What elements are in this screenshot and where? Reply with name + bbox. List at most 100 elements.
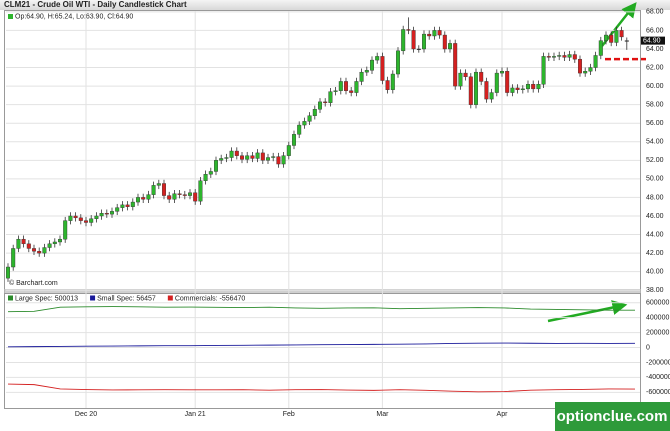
legend-label: Large Spec: 500013 — [15, 295, 78, 302]
candle-body — [219, 158, 224, 161]
candle-body — [37, 251, 42, 254]
candle-body — [572, 54, 577, 60]
candle-body — [562, 55, 567, 58]
y-tick-label: 44.00 — [646, 231, 664, 238]
candle-body — [359, 71, 364, 82]
x-tick-label: Jan 21 — [185, 411, 206, 418]
y-tick-label: 54.00 — [646, 139, 664, 146]
candle-body — [156, 183, 161, 186]
candle-body — [224, 157, 229, 159]
y-tick-label: 600000 — [646, 300, 669, 307]
candle-body — [500, 71, 505, 74]
candle-body — [276, 156, 281, 165]
candle-body — [32, 248, 37, 252]
series-line — [7, 383, 636, 393]
candle-body — [364, 70, 369, 73]
y-tick-label: 60.00 — [646, 83, 664, 90]
candle-body — [208, 171, 213, 175]
candle-body — [63, 220, 68, 240]
candle-body — [141, 197, 146, 200]
candle-body — [161, 183, 166, 196]
candle-body — [182, 194, 187, 196]
candle-body — [557, 55, 562, 57]
candle-body — [229, 150, 234, 158]
series-line — [7, 306, 636, 313]
candle-body — [505, 71, 510, 93]
annotation-arrow — [547, 300, 628, 323]
candle-body — [94, 215, 99, 219]
candle-body — [271, 156, 276, 158]
panel-divider — [4, 289, 641, 293]
candle-body — [297, 124, 302, 135]
candle-body — [239, 155, 244, 160]
candle-body — [266, 157, 271, 161]
watermark: optionclue.com — [557, 408, 668, 425]
y-tick-label: 0 — [646, 344, 650, 351]
watermark-box — [555, 402, 670, 431]
candle-body — [58, 238, 63, 243]
candle-body — [344, 81, 349, 91]
candle-body — [552, 56, 557, 58]
candle-body — [437, 30, 442, 36]
candle-body — [68, 215, 73, 221]
candle-body — [307, 115, 312, 122]
candle-body — [567, 54, 572, 58]
candle-body — [83, 220, 88, 223]
y-tick-label: 68.00 — [646, 9, 664, 16]
candle-body — [479, 71, 484, 82]
title-bar — [0, 0, 670, 10]
candle-body — [411, 30, 416, 50]
candle-body — [120, 204, 125, 208]
y-tick-label: 40.00 — [646, 269, 664, 276]
candle-body — [16, 238, 21, 249]
candle-body — [151, 185, 156, 195]
y-tick-label: -200000 — [646, 359, 670, 366]
candle-body — [474, 71, 479, 105]
candle-body — [167, 195, 172, 200]
candle-body — [187, 192, 192, 196]
candle-body — [245, 155, 250, 160]
y-tick-label: 58.00 — [646, 101, 664, 108]
series-line — [7, 342, 636, 348]
candle-body — [333, 90, 338, 92]
legend-swatch — [90, 295, 96, 301]
candle-body — [115, 207, 120, 212]
plot: Dec 20 Jan 21 Feb Mar Apr 38.00 40.00 42.00 44.0… — [5, 9, 670, 418]
candle-body — [598, 40, 603, 56]
candle-body — [213, 160, 218, 172]
candle-body — [380, 56, 385, 81]
candle-body — [302, 121, 307, 126]
legend-label: Small Spec: 56457 — [97, 295, 156, 302]
candle-body — [318, 101, 323, 110]
candle-body — [130, 201, 135, 207]
candle-body — [349, 90, 354, 93]
candle-body — [604, 34, 609, 41]
candle-body — [203, 174, 208, 181]
legend-swatch — [8, 14, 13, 19]
ohlc-legend: Op:64.90, H:65.24, Lo:63.90, Cl:64.90 — [15, 13, 133, 20]
candle-body — [375, 56, 380, 61]
candle-body — [260, 152, 265, 161]
candle-body — [193, 192, 198, 202]
legend-label: Commercials: -556470 — [175, 295, 246, 302]
candle-body — [536, 84, 541, 90]
candle-body — [494, 72, 499, 93]
candle-body — [546, 56, 551, 58]
candle-body — [624, 40, 629, 42]
candle-body — [448, 43, 453, 50]
candle-body — [390, 73, 395, 90]
candle-body — [593, 55, 598, 68]
candle-body — [406, 29, 411, 31]
candle-body — [146, 194, 151, 200]
candle-body — [172, 193, 177, 200]
y-tick-label: 200000 — [646, 329, 669, 336]
candle-body — [515, 87, 520, 90]
candle-body — [489, 92, 494, 100]
candle-body — [255, 152, 260, 159]
candle-body — [520, 88, 525, 90]
candle-body — [52, 241, 57, 245]
y-tick-label: 42.00 — [646, 250, 664, 257]
candle-body — [432, 30, 437, 37]
candle-body — [177, 193, 182, 195]
candle-body — [135, 197, 140, 203]
